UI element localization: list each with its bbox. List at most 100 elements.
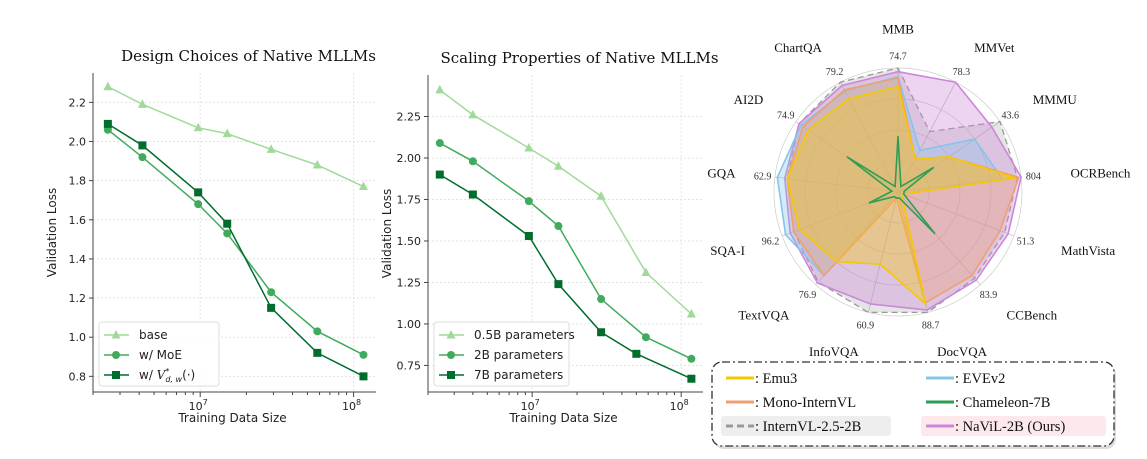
data-point — [358, 181, 368, 191]
radar-max-value: 804 — [1026, 172, 1041, 183]
radar-max-value: 43.6 — [1002, 111, 1020, 122]
data-point — [524, 231, 533, 240]
x-tick-label: 108 — [670, 398, 689, 413]
x-axis-label: Training Data Size — [177, 411, 286, 425]
data-point — [267, 288, 276, 297]
radar-spoke — [781, 191, 899, 237]
radar-spoke — [897, 191, 1015, 237]
legend-box — [433, 321, 570, 387]
y-tick-label: 1.2 — [69, 292, 87, 305]
legend-highlight — [721, 416, 891, 436]
radar-max-value: 51.3 — [1017, 236, 1035, 247]
radar-axis-label: AI2D — [734, 92, 764, 107]
legend-marker — [111, 330, 121, 339]
legend-marker — [446, 330, 456, 339]
legend-label: : Mono-InternVL — [755, 395, 856, 411]
radar-max-value: 76.9 — [799, 290, 817, 301]
data-point — [223, 219, 232, 228]
radar-axis-label: MMB — [882, 21, 914, 36]
y-tick-label: 2.0 — [69, 135, 87, 148]
data-point — [103, 119, 112, 128]
radar-series-1 — [783, 70, 1022, 311]
radar-axis-label: InfoVQA — [809, 344, 859, 359]
x-axis-label: Training Data Size — [508, 411, 617, 425]
legend-label: : NaViL-2B (Ours) — [955, 419, 1065, 435]
y-tick-label: 2.25 — [397, 110, 422, 123]
radar-max-value: 79.2 — [826, 67, 844, 78]
data-point — [223, 229, 232, 238]
data-point — [641, 267, 651, 277]
radar-axis-label: ChartQA — [774, 40, 822, 55]
radar-axis-label: MMMU — [1033, 92, 1078, 107]
data-point — [554, 222, 563, 231]
radar-axis-label: GQA — [707, 165, 736, 180]
radar-spoke — [897, 82, 956, 193]
radar-max-value: 88.7 — [922, 320, 940, 331]
legend-label: w/ MoE — [139, 348, 182, 362]
data-point — [435, 170, 444, 179]
radar-spoke — [897, 191, 981, 286]
chart-title: Design Choices of Native MLLMs — [121, 47, 376, 65]
y-tick-label: 1.0 — [69, 331, 87, 344]
data-point — [137, 99, 147, 108]
data-point — [597, 328, 606, 337]
radar-axis-label: MathVista — [1061, 243, 1115, 258]
data-point — [468, 190, 477, 199]
data-point — [597, 295, 606, 304]
radar-max-value: 74.9 — [777, 111, 795, 122]
data-point — [687, 354, 696, 363]
data-point — [194, 188, 203, 197]
data-point — [687, 374, 696, 383]
series-line-0 — [107, 86, 364, 188]
radar-spoke — [774, 176, 899, 193]
y-tick-label: 1.00 — [397, 318, 422, 331]
data-point — [359, 350, 368, 359]
y-tick-label: 1.25 — [397, 276, 422, 289]
data-point — [103, 81, 113, 91]
data-point — [312, 159, 322, 169]
data-point — [596, 191, 606, 200]
radar-max-value: 62.9 — [754, 172, 772, 183]
radar-axis-label: TextVQA — [738, 308, 790, 323]
radar-axis-label: MMVet — [974, 40, 1015, 55]
legend-highlight — [921, 416, 1106, 436]
series-line-0 — [439, 89, 692, 315]
radar-series-5 — [846, 136, 936, 235]
data-point — [138, 141, 147, 150]
legend-marker — [112, 371, 120, 379]
radar-axis-label: OCRBench — [1070, 165, 1130, 180]
data-point — [359, 372, 368, 381]
legend-label: : Chameleon-7B — [955, 395, 1050, 411]
radar-axis-label: DocVQA — [937, 344, 987, 359]
data-point — [641, 333, 650, 342]
legend-marker — [112, 351, 120, 359]
radar-max-value: 96.2 — [762, 236, 780, 247]
legend-box — [98, 321, 220, 387]
data-point — [267, 303, 276, 312]
legend-label: 7B parameters — [474, 368, 563, 382]
y-axis-label: Validation Loss — [380, 189, 394, 278]
y-tick-label: 1.8 — [69, 175, 87, 188]
data-point — [524, 197, 533, 206]
y-tick-label: 0.8 — [69, 370, 87, 383]
data-point — [632, 349, 641, 358]
data-point — [553, 161, 563, 170]
y-tick-label: 0.75 — [397, 359, 422, 372]
y-tick-label: 1.6 — [69, 214, 87, 227]
x-tick-label: 108 — [342, 398, 361, 413]
y-tick-label: 1.4 — [69, 253, 87, 266]
radar-max-value: 74.7 — [889, 52, 907, 63]
data-point — [468, 157, 477, 166]
y-tick-label: 1.75 — [397, 193, 422, 206]
legend-label: : InternVL-2.5-2B — [755, 419, 861, 435]
radar-max-value: 78.3 — [953, 67, 971, 78]
radar-axis-label: SQA-I — [710, 243, 745, 258]
legend-label: 0.5B parameters — [474, 328, 575, 342]
data-point — [313, 327, 322, 336]
data-point — [686, 308, 696, 318]
y-tick-label: 1.50 — [397, 235, 422, 248]
data-point — [435, 84, 445, 94]
legend-label: w/ V* d, w(·) — [139, 367, 195, 384]
